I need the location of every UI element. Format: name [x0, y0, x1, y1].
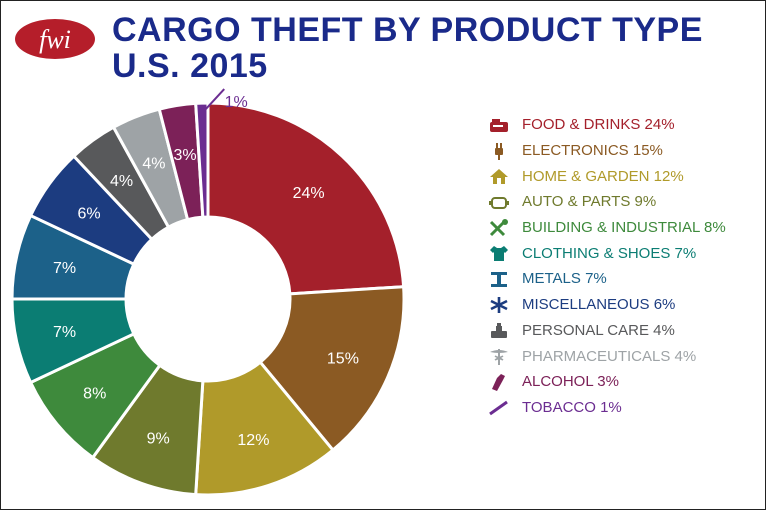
legend-item-personal-care: PERSONAL CARE 4%	[486, 318, 726, 344]
tools-icon	[486, 218, 512, 238]
slice-label-miscellaneous: 6%	[78, 206, 101, 223]
legend-item-food-drinks: FOOD & DRINKS 24%	[486, 112, 726, 138]
cigarette-icon	[486, 397, 512, 417]
slice-label-personal-care: 4%	[110, 173, 133, 190]
slice-label-building-industrial: 8%	[83, 386, 106, 403]
slice-food-drinks	[206, 101, 406, 296]
slice-label-alcohol: 3%	[173, 147, 196, 164]
ibeam-icon	[486, 269, 512, 289]
slice-label-electronics: 15%	[327, 350, 359, 367]
electronics-plug-icon	[486, 141, 512, 161]
slice-label-clothing-shoes: 7%	[53, 324, 76, 341]
legend-label-alcohol: ALCOHOL 3%	[522, 373, 619, 391]
chart-title: CARGO THEFT BY PRODUCT TYPE U.S. 2015	[112, 12, 703, 84]
donut-slices	[10, 101, 406, 497]
slice-label-metals: 7%	[53, 260, 76, 277]
food-drinks-icon	[486, 115, 512, 135]
personal-care-icon	[486, 320, 512, 340]
chart-title-line1: CARGO THEFT BY PRODUCT TYPE	[112, 11, 703, 49]
legend-label-electronics: ELECTRONICS 15%	[522, 142, 663, 160]
auto-parts-icon	[486, 192, 512, 212]
legend-label-metals: METALS 7%	[522, 270, 607, 288]
legend-label-auto-parts: AUTO & PARTS 9%	[522, 193, 657, 211]
caduceus-icon	[486, 346, 512, 366]
legend-item-building-industrial: BUILDING & INDUSTRIAL 8%	[486, 215, 726, 241]
chart-title-line2: U.S. 2015	[112, 47, 268, 85]
slice-label-tobacco: 1%	[225, 94, 248, 111]
legend-label-home-garden: HOME & GARDEN 12%	[522, 167, 684, 185]
slice-label-auto-parts: 9%	[147, 430, 170, 447]
slice-label-food-drinks: 24%	[293, 185, 325, 202]
donut-slice-labels: 24% 15% 12% 9% 8% 7% 7% 6% 4% 4% 3% 1%	[53, 88, 359, 449]
legend-label-miscellaneous: MISCELLANEOUS 6%	[522, 296, 676, 314]
fwi-logo-oval	[15, 19, 95, 59]
fwi-logo: fwi	[15, 19, 95, 59]
legend-label-building-industrial: BUILDING & INDUSTRIAL 8%	[522, 219, 726, 237]
legend-item-miscellaneous: MISCELLANEOUS 6%	[486, 292, 726, 318]
chart-legend: FOOD & DRINKS 24% ELECTRONICS 15% HOME & G…	[486, 112, 726, 420]
legend-item-home-garden: HOME & GARDEN 12%	[486, 163, 726, 189]
legend-item-auto-parts: AUTO & PARTS 9%	[486, 189, 726, 215]
asterisk-icon	[486, 295, 512, 315]
legend-item-clothing-shoes: CLOTHING & SHOES 7%	[486, 240, 726, 266]
bottle-icon	[486, 372, 512, 392]
legend-label-pharmaceuticals: PHARMACEUTICALS 4%	[522, 347, 697, 365]
home-garden-icon	[486, 166, 512, 186]
legend-label-tobacco: TOBACCO 1%	[522, 398, 622, 416]
legend-item-electronics: ELECTRONICS 15%	[486, 138, 726, 164]
slice-label-home-garden: 12%	[237, 432, 269, 449]
legend-label-clothing-shoes: CLOTHING & SHOES 7%	[522, 244, 697, 262]
legend-label-personal-care: PERSONAL CARE 4%	[522, 321, 675, 339]
shirt-icon	[486, 243, 512, 263]
legend-item-metals: METALS 7%	[486, 266, 726, 292]
legend-label-food-drinks: FOOD & DRINKS 24%	[522, 116, 675, 134]
fwi-logo-text: fwi	[39, 25, 71, 54]
slice-label-pharmaceuticals: 4%	[142, 155, 165, 172]
legend-item-pharmaceuticals: PHARMACEUTICALS 4%	[486, 343, 726, 369]
legend-item-alcohol: ALCOHOL 3%	[486, 369, 726, 395]
leader-line-tobacco	[201, 88, 225, 114]
legend-item-tobacco: TOBACCO 1%	[486, 395, 726, 421]
slice-electronics	[258, 285, 406, 453]
slice-tobacco	[194, 101, 210, 219]
